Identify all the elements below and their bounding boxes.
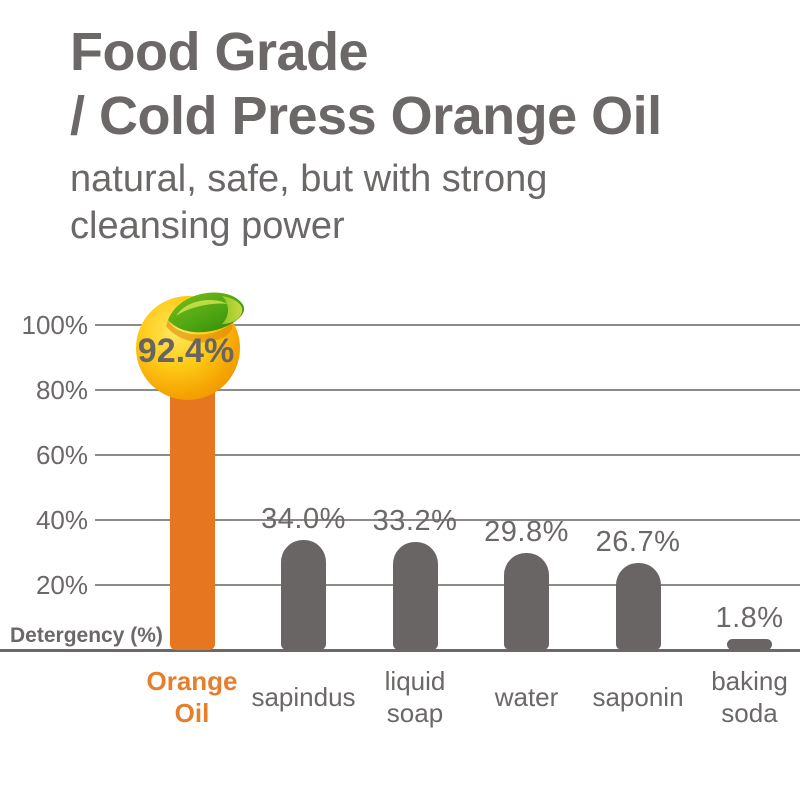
gridline-80% [95,389,800,391]
category-label-baking-soda: baking soda [711,666,788,728]
y-tick-label: 20% [35,570,88,600]
subtitle-line-2: cleansing power [70,205,345,247]
gridline-40% [95,519,800,521]
value-label-water: 29.8% [484,516,569,549]
gridline-20% [95,584,800,586]
bar-sapindus [281,539,326,650]
bar-water [504,553,549,650]
y-tick-label: 100% [21,310,89,340]
orange-fruit-icon: 92.4% [136,292,245,400]
bar-liquid-soap [392,542,438,650]
bar-baking-soda [727,639,772,650]
category-label-saponin: saponin [592,682,684,712]
page-subtitle: natural, safe, but with strong cleansing … [70,156,547,250]
value-label-saponin: 26.7% [595,526,681,559]
leaf-tip-highlight [222,296,243,324]
category-label-water: water [494,682,559,712]
category-label-liquid-soap: liquid soap [384,666,446,728]
gridline-100% [95,324,800,326]
title-line-1: Food Grade [70,22,369,82]
value-label-baking-soda: 1.8% [715,602,784,634]
leaf-shadow-on-orange [166,320,233,343]
value-label-liquid-soap: 33.2% [372,505,458,538]
value-label-sapindus: 34.0% [261,502,346,535]
highlight-value-label: 92.4% [138,332,234,370]
y-tick-label: 40% [35,505,88,535]
x-axis-line [0,649,800,652]
gridline-60% [95,454,800,456]
category-label-orange-oil: Orange Oil [146,666,238,728]
y-tick-label: 80% [35,375,88,405]
subtitle-line-1: natural, safe, but with strong [70,158,548,200]
bar-saponin [615,563,661,650]
category-label-sapindus: sapindus [251,682,356,712]
leaf-gloss [176,300,228,316]
page-title: Food Grade / Cold Press Orange Oil [70,20,662,148]
title-line-2: / Cold Press Orange Oil [70,86,662,146]
y-tick-label: 60% [35,440,88,470]
y-axis-title: Detergency (%) [10,624,163,647]
